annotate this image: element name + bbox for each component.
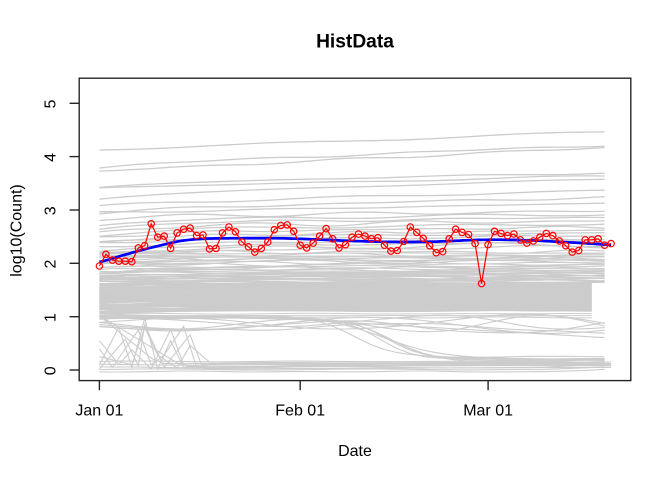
svg-text:5: 5	[43, 100, 60, 109]
svg-text:HistData: HistData	[316, 32, 394, 53]
svg-text:Date: Date	[338, 443, 372, 460]
svg-text:1: 1	[43, 313, 60, 322]
svg-text:3: 3	[43, 206, 60, 215]
svg-text:2: 2	[43, 260, 60, 269]
svg-text:4: 4	[43, 153, 60, 162]
svg-text:Mar 01: Mar 01	[463, 403, 513, 420]
svg-text:0: 0	[43, 366, 60, 375]
svg-text:log10(Count): log10(Count)	[9, 184, 26, 277]
svg-text:Feb 01: Feb 01	[275, 403, 325, 420]
svg-text:Jan 01: Jan 01	[75, 403, 123, 420]
